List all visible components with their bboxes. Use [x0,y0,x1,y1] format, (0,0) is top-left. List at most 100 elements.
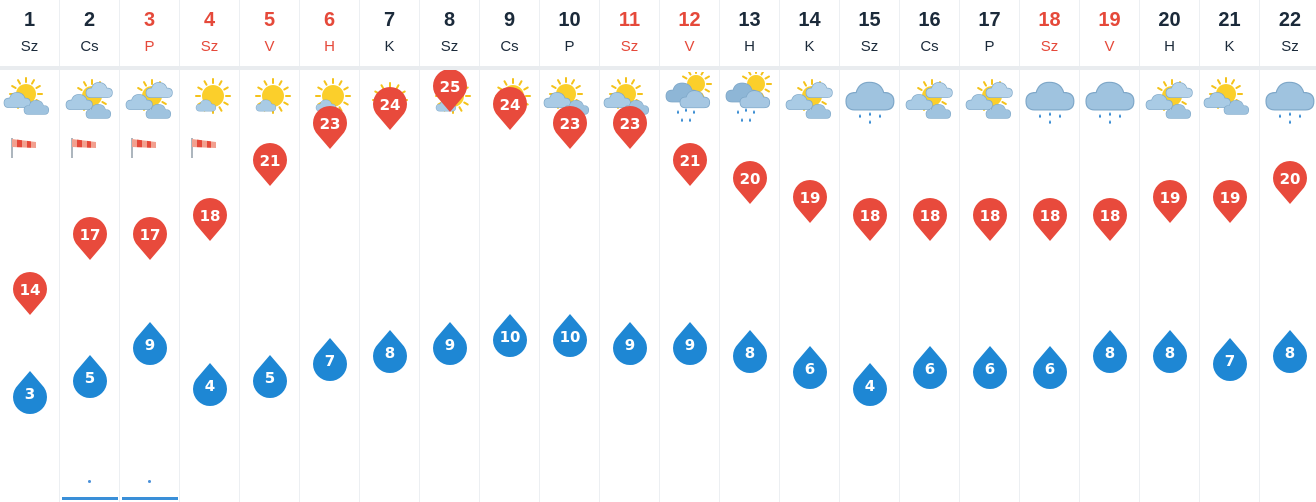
day-column[interactable]: 22 Sz 20 8 [1260,0,1316,502]
max-temp-marker: 23 [547,105,593,151]
day-header: 12 V [660,0,719,66]
max-temp-value: 19 [1219,188,1241,207]
min-temp-marker: 9 [427,320,473,366]
day-column[interactable]: 2 Cs 17 5 [60,0,120,502]
day-number: 1 [23,9,36,31]
min-temp-value: 3 [24,385,36,403]
max-temp-marker: 23 [607,105,653,151]
day-of-week: Cs [920,38,939,55]
day-column[interactable]: 12 V 21 9 [660,0,720,502]
day-of-week: V [1104,38,1115,55]
day-header: 16 Cs [900,0,959,66]
day-header: 13 H [720,0,779,66]
min-temp-value: 6 [804,360,816,379]
day-number: 7 [383,9,396,31]
windsock-icon [66,134,106,160]
day-column[interactable]: 19 V 18 8 [1080,0,1140,502]
day-of-week: V [264,38,275,55]
max-temp-marker: 18 [967,197,1013,243]
day-number: 15 [858,9,881,31]
day-column[interactable]: 1 Sz 14 3 [0,0,60,502]
max-temp-marker: 19 [1147,179,1193,225]
day-number: 2 [83,9,96,31]
min-temp-marker: 6 [907,344,953,390]
min-temp-value: 5 [264,368,276,387]
day-header: 4 Sz [180,0,239,66]
day-number: 8 [443,9,456,31]
min-temp-value: 8 [1104,344,1116,362]
min-temp-value: 6 [1044,360,1056,379]
day-column[interactable]: 5 V 21 5 [240,0,300,502]
min-temp-marker: 8 [1087,328,1133,374]
min-temp-marker: 9 [607,320,653,366]
day-column[interactable]: 4 Sz 18 4 [180,0,240,502]
max-temp-value: 18 [979,207,1001,225]
max-temp-value: 23 [319,114,341,133]
max-temp-marker: 18 [1087,197,1133,243]
day-number: 20 [1158,9,1181,31]
max-temp-value: 17 [79,225,101,244]
day-column[interactable]: 8 Sz 25 9 [420,0,480,502]
max-temp-value: 25 [439,77,461,96]
max-temp-marker: 19 [1207,179,1253,225]
day-of-week: H [324,38,335,55]
max-temp-value: 14 [19,281,41,299]
min-temp-value: 5 [84,368,96,387]
day-header: 15 Sz [840,0,899,66]
min-temp-value: 9 [144,335,156,354]
day-column[interactable]: 3 P 17 9 [120,0,180,502]
day-header: 18 Sz [1020,0,1079,66]
day-column[interactable]: 11 Sz 23 9 [600,0,660,502]
day-column[interactable]: 18 Sz 18 6 [1020,0,1080,502]
day-column[interactable]: 21 K 19 7 [1200,0,1260,502]
sun-behind-cloud-icon [0,72,60,128]
day-of-week: P [984,38,995,55]
max-temp-value: 19 [1159,188,1181,207]
day-number: 5 [263,9,276,31]
min-temp-marker: 8 [1147,328,1193,374]
day-column[interactable]: 9 Cs 24 10 [480,0,540,502]
min-temp-marker: 6 [787,344,833,390]
min-temp-marker: 10 [547,312,593,358]
day-column[interactable]: 16 Cs 18 6 [900,0,960,502]
max-temp-marker: 18 [1027,197,1073,243]
min-temp-marker: 9 [667,320,713,366]
max-temp-value: 18 [919,207,941,225]
max-temp-marker: 14 [7,271,53,317]
min-temp-marker: 7 [1207,336,1253,382]
day-of-week: Sz [620,38,639,55]
day-column[interactable]: 6 H 23 7 [300,0,360,502]
day-column[interactable]: 20 H 19 8 [1140,0,1200,502]
day-column[interactable]: 7 K 24 8 [360,0,420,502]
day-number: 22 [1278,9,1302,31]
day-column[interactable]: 15 Sz 18 4 [840,0,900,502]
day-number: 6 [323,9,336,31]
min-temp-value: 9 [684,335,696,354]
day-column[interactable]: 13 H 20 8 [720,0,780,502]
day-column[interactable]: 17 P 18 6 [960,0,1020,502]
day-header: 14 K [780,0,839,66]
day-number: 18 [1038,9,1061,31]
min-temp-marker: 4 [187,361,233,407]
max-temp-value: 21 [259,151,281,170]
min-temp-marker: 3 [7,369,53,415]
min-temp-marker: 9 [127,320,173,366]
max-temp-marker: 25 [427,68,473,114]
day-number: 16 [918,9,941,31]
day-of-week: Sz [440,38,459,55]
min-temp-marker: 8 [1267,328,1313,374]
max-temp-marker: 18 [907,197,953,243]
min-temp-value: 9 [624,335,636,354]
day-number: 13 [738,9,761,31]
day-column[interactable]: 14 K 19 6 [780,0,840,502]
day-column[interactable]: 10 P 23 10 [540,0,600,502]
max-temp-value: 20 [739,170,761,188]
min-temp-value: 4 [204,376,216,395]
day-header: 8 Sz [420,0,479,66]
max-temp-value: 21 [679,151,701,170]
sun-behind-clouds-icon [1140,72,1200,128]
